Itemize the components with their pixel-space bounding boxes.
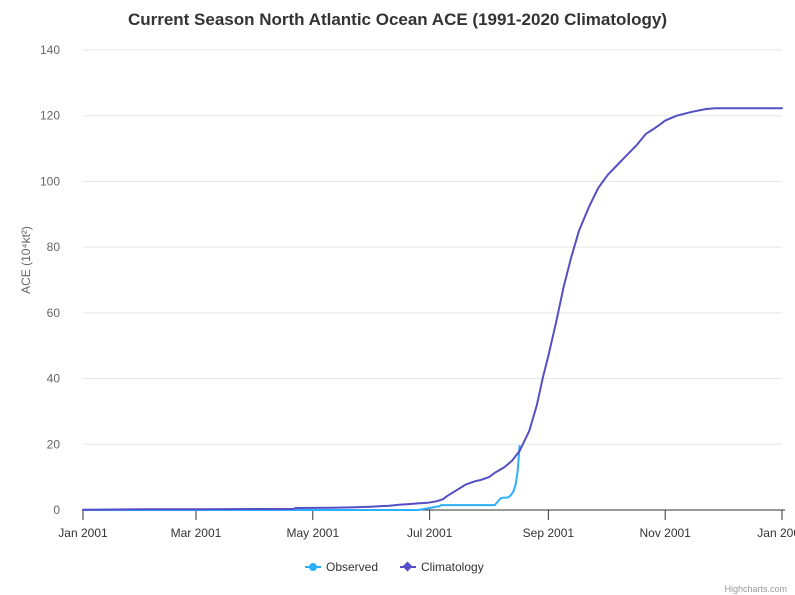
x-tick-label: May 2001 [286, 526, 339, 540]
credits-link[interactable]: Highcharts.com [724, 584, 787, 594]
chart-legend: Observed Climatology [0, 560, 795, 580]
legend-climatology-symbol-icon [400, 561, 416, 573]
y-tick-label: 60 [47, 306, 61, 320]
x-tick-label: Jul 2001 [407, 526, 453, 540]
series-line-climatology [82, 107, 783, 511]
y-tick-label: 120 [40, 109, 60, 123]
legend-observed-label: Observed [326, 560, 379, 574]
series-line-observed [82, 444, 521, 511]
x-tick-label: Sep 2001 [523, 526, 575, 540]
x-tick-label: Nov 2001 [639, 526, 691, 540]
y-tick-label: 40 [47, 372, 61, 386]
y-axis-title: ACE (10⁴kt²) [19, 226, 33, 294]
x-tick-label: Jan 2001 [58, 526, 108, 540]
legend-climatology-label: Climatology [421, 560, 484, 574]
x-tick-label: Jan 2002 [757, 526, 795, 540]
legend-item-climatology[interactable]: Climatology [400, 560, 484, 574]
y-tick-label: 100 [40, 174, 60, 188]
legend-observed-symbol-icon [305, 561, 321, 573]
y-tick-label: 20 [47, 437, 61, 451]
y-tick-label: 80 [47, 240, 61, 254]
legend-item-observed[interactable]: Observed [305, 560, 378, 574]
y-tick-label: 0 [53, 503, 60, 517]
chart-title: Current Season North Atlantic Ocean ACE … [127, 10, 668, 29]
x-tick-label: Mar 2001 [171, 526, 222, 540]
y-tick-label: 140 [40, 43, 60, 57]
